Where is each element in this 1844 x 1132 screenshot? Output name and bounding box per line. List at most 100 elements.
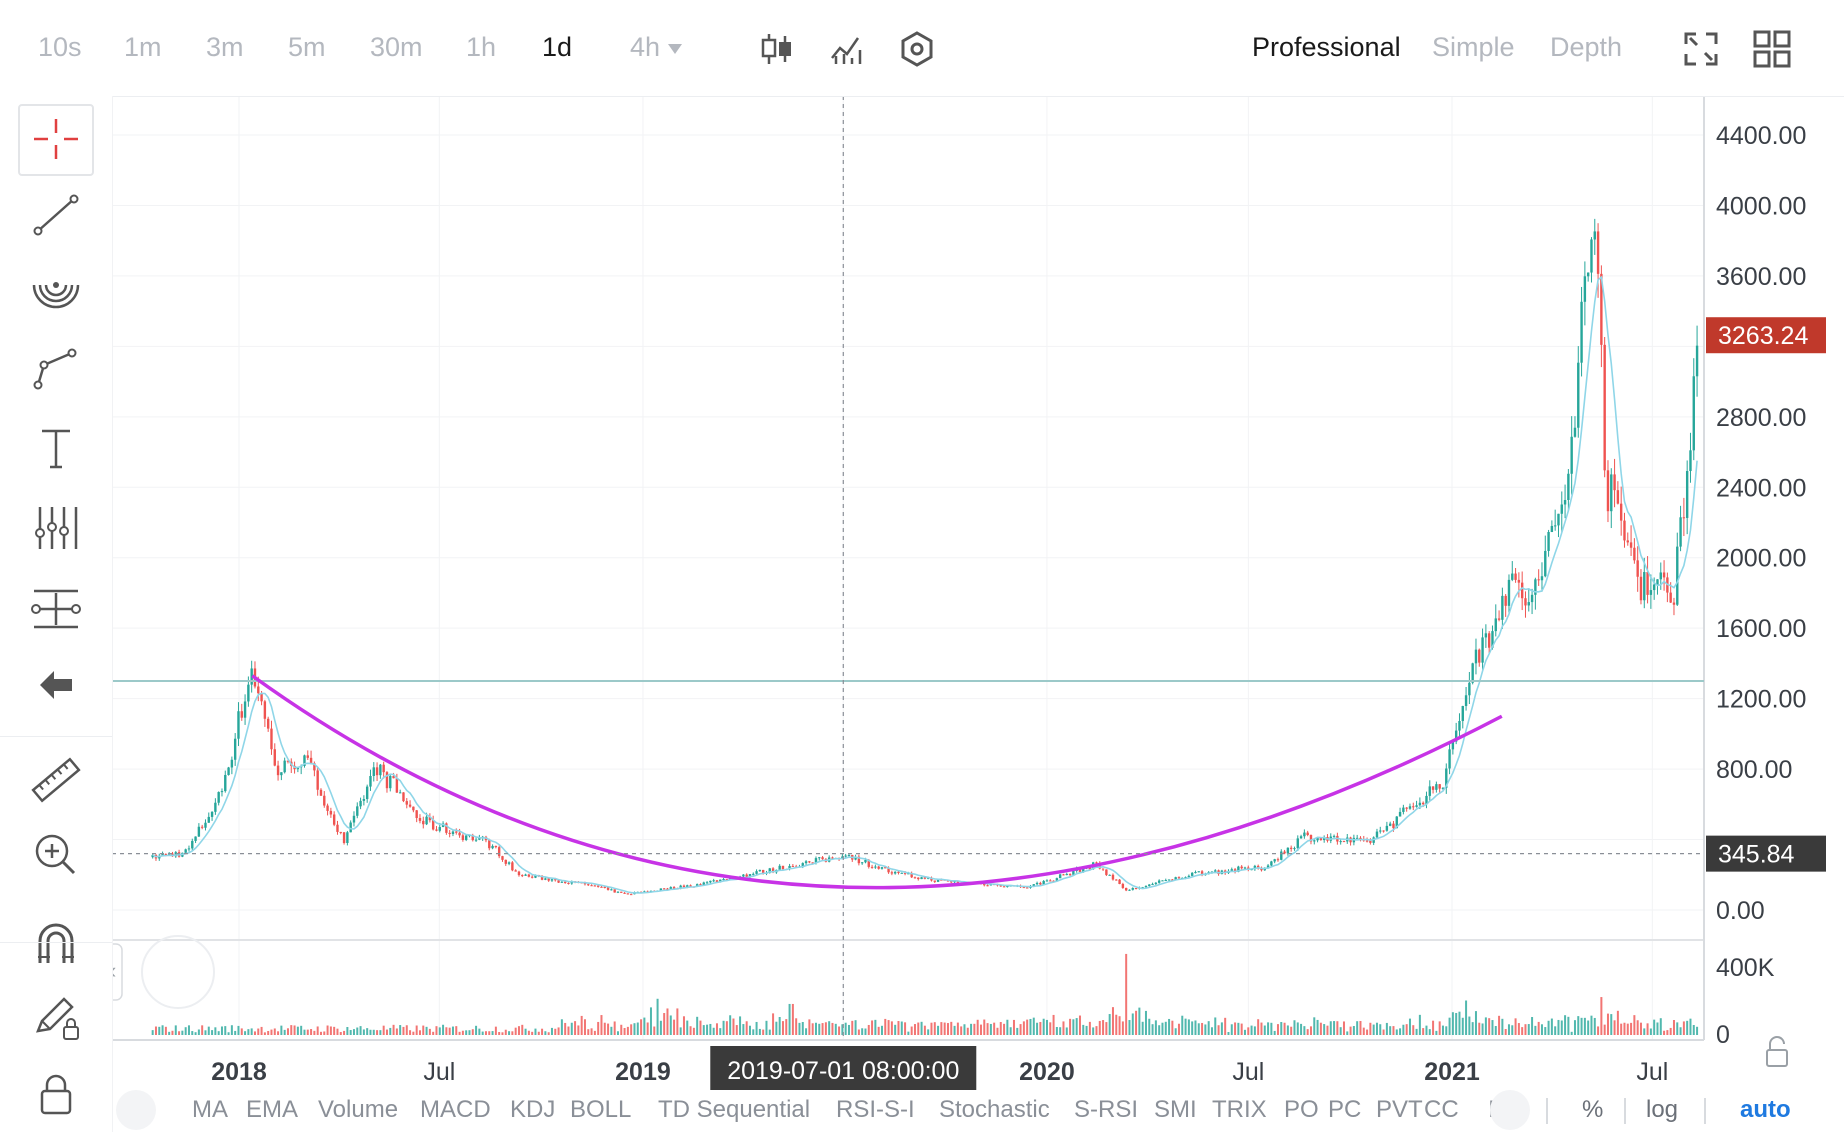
candle-body — [778, 865, 781, 870]
indicator-rsi-s-i[interactable]: RSI-S-I — [836, 1096, 915, 1123]
trend-line-icon[interactable] — [18, 180, 94, 252]
candle-body — [359, 800, 362, 807]
layout-grid-icon[interactable] — [1751, 28, 1793, 70]
indicator-trix[interactable]: TRIX — [1212, 1096, 1267, 1123]
zoom-in-icon[interactable] — [18, 818, 94, 890]
fitted-curve-drawing[interactable] — [251, 674, 1503, 890]
volume-bar — [1204, 1024, 1207, 1035]
volume-bar — [1620, 1023, 1623, 1035]
crosshair-icon[interactable] — [18, 104, 94, 176]
measure-range-icon[interactable] — [18, 572, 94, 644]
grid — [112, 96, 1704, 1040]
indicator-cc[interactable]: CC — [1424, 1096, 1459, 1123]
indicator-icon[interactable] — [826, 28, 868, 70]
candle-body — [1263, 868, 1266, 871]
candle-body — [1313, 840, 1316, 842]
candle-body — [273, 749, 276, 766]
candle-body — [319, 789, 323, 796]
timeframe-10s[interactable]: 10s — [38, 32, 82, 62]
candle-body — [1375, 831, 1379, 838]
indicator-scroll-left-button[interactable] — [116, 1090, 156, 1130]
volume-bar — [946, 1023, 949, 1035]
timeframe-30m[interactable]: 30m — [370, 32, 423, 62]
candle-body — [1481, 637, 1484, 663]
candle-body — [488, 840, 491, 849]
candle-body — [563, 881, 567, 883]
drawing-toolbar — [0, 96, 113, 1132]
volume-bar — [438, 1027, 441, 1035]
candle-body — [606, 887, 610, 890]
timeframe-4h[interactable]: 4h — [630, 32, 683, 63]
unlock-scale-icon[interactable] — [1766, 1036, 1788, 1067]
timeframe-5m[interactable]: 5m — [288, 32, 326, 62]
candle-body — [224, 774, 227, 792]
back-arrow-icon[interactable] — [18, 648, 94, 720]
volume-bar — [649, 1007, 652, 1035]
volume-bar — [1135, 1010, 1138, 1035]
indicator-boll[interactable]: BOLL — [570, 1096, 632, 1123]
drag-handle-circle[interactable] — [141, 935, 215, 1009]
indicator-pc[interactable]: PC — [1328, 1096, 1362, 1123]
candle-body — [458, 832, 461, 836]
mode-professional[interactable]: Professional — [1252, 32, 1401, 62]
scale-log-button[interactable]: log — [1646, 1096, 1679, 1123]
volume-bar — [306, 1029, 309, 1035]
indicator-ema[interactable]: EMA — [246, 1096, 299, 1123]
volume-bar — [1339, 1027, 1342, 1035]
scale-percent-button[interactable]: % — [1582, 1096, 1604, 1123]
volume-bar — [867, 1024, 870, 1035]
volume-bar — [613, 1021, 616, 1035]
volume-bar — [960, 1026, 963, 1035]
indicator-stochastic[interactable]: Stochastic — [939, 1096, 1050, 1123]
pitchfork-icon[interactable] — [18, 492, 94, 564]
price-axis[interactable]: 4400.00 4000.00 3600.00 2800.00 2400.00 2000.… — [1716, 122, 1806, 925]
fullscreen-icon[interactable] — [1680, 28, 1722, 70]
indicator-td-sequential[interactable]: TD Sequential — [658, 1096, 811, 1123]
candle-body — [1415, 805, 1418, 807]
mode-simple[interactable]: Simple — [1432, 32, 1515, 62]
settings-icon[interactable] — [896, 28, 938, 70]
indicator-scroll-right-button[interactable] — [1490, 1090, 1530, 1130]
indicator-volume[interactable]: Volume — [318, 1096, 399, 1123]
indicator-macd[interactable]: MACD — [420, 1096, 491, 1123]
timeframe-1d[interactable]: 1d — [542, 32, 573, 62]
candle-body — [709, 880, 712, 883]
indicator-pvt[interactable]: PVT — [1376, 1096, 1423, 1123]
volume-bar — [1389, 1026, 1392, 1035]
volume-bar — [1395, 1029, 1398, 1035]
candlestick-type-icon[interactable] — [756, 28, 798, 70]
candle-body — [620, 891, 623, 893]
indicator-kdj[interactable]: KDJ — [510, 1096, 556, 1123]
candle-body — [405, 801, 408, 805]
path-icon[interactable] — [18, 332, 94, 404]
indicator-smi[interactable]: SMI — [1154, 1096, 1197, 1123]
volume-bar — [593, 1030, 596, 1035]
fib-arc-icon[interactable] — [18, 256, 94, 328]
time-axis-label: 2018 — [211, 1058, 267, 1086]
timeframe-1h[interactable]: 1h — [466, 32, 497, 62]
magnet-icon[interactable] — [18, 908, 94, 980]
timeframe-3m[interactable]: 3m — [206, 32, 244, 62]
candle-body — [233, 738, 237, 760]
mode-depth[interactable]: Depth — [1550, 32, 1623, 62]
indicator-s-rsi[interactable]: S-RSI — [1074, 1096, 1139, 1123]
timeframe-1m[interactable]: 1m — [124, 32, 162, 62]
volume-bar — [494, 1026, 497, 1035]
ruler-icon[interactable] — [18, 744, 94, 816]
candle-body — [926, 877, 930, 879]
candle-body — [445, 823, 448, 833]
indicator-po[interactable]: PO — [1284, 1096, 1319, 1123]
pencil-lock-icon[interactable] — [18, 980, 94, 1052]
candle-body — [1557, 513, 1560, 526]
volume-bar — [359, 1026, 362, 1035]
scale-auto-button[interactable]: auto — [1740, 1096, 1791, 1123]
candle-body — [1600, 273, 1603, 345]
candle-body — [313, 763, 316, 771]
indicator-ma[interactable]: MA — [192, 1096, 228, 1123]
candle-body — [323, 795, 326, 806]
volume-bar — [263, 1032, 266, 1035]
lock-icon[interactable] — [18, 1056, 94, 1128]
volume-bar — [1125, 953, 1128, 1035]
text-icon[interactable] — [18, 412, 94, 484]
